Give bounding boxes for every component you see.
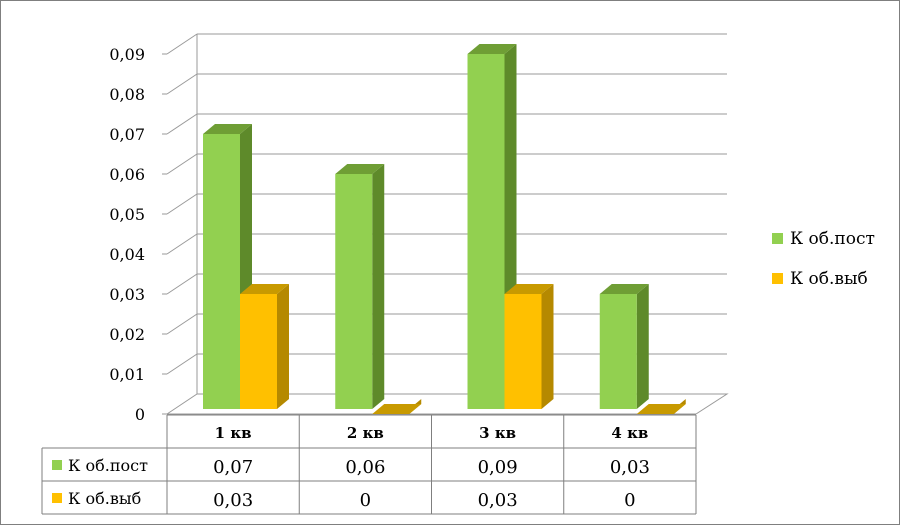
- x-tick-label: 2 кв: [347, 424, 384, 442]
- gridline-side: [166, 33, 198, 55]
- bar-top: [599, 284, 649, 294]
- gridline-side: [166, 113, 198, 135]
- data-label: 0,09: [478, 457, 518, 478]
- bar-top: [203, 124, 252, 134]
- data-table: 1 кв 2 кв 3 кв 4 кв К об.пост 0,07 0,06 0,09 0,0…: [41, 414, 697, 515]
- bar: [467, 54, 505, 409]
- gridline-side: [166, 313, 198, 335]
- bar-top: [372, 404, 422, 414]
- y-tick-label: 0,09: [109, 45, 145, 64]
- table-series-name: К об.пост: [68, 456, 148, 475]
- bar: [240, 294, 277, 409]
- gridline-side: [166, 273, 198, 295]
- y-tick-label: 0,01: [109, 365, 145, 384]
- gridline-side: [166, 153, 198, 175]
- bar: [504, 294, 542, 409]
- data-label: 0: [360, 490, 371, 511]
- bar-top: [240, 284, 289, 294]
- table-legend-key: [52, 460, 62, 470]
- bar: [599, 294, 637, 409]
- bar-side: [277, 284, 289, 409]
- legend-key: [772, 233, 783, 244]
- data-label: 0,03: [610, 457, 650, 478]
- table-legend-key: [52, 493, 62, 503]
- floor: [165, 393, 729, 415]
- bar: [203, 134, 240, 409]
- legend: К об.пост К об.выб: [772, 229, 875, 289]
- gridline-side: [166, 73, 198, 95]
- y-tick-label: 0,08: [109, 85, 145, 104]
- y-tick-label: 0,05: [109, 205, 145, 224]
- bar: [335, 174, 373, 409]
- legend-entry: К об.пост: [790, 229, 875, 249]
- x-tick-label: 4 кв: [611, 424, 648, 442]
- bar-side: [636, 284, 649, 409]
- y-tick-label: 0: [135, 405, 145, 424]
- gridline-side: [166, 353, 198, 375]
- bar-top: [467, 44, 517, 54]
- gridline-side: [166, 233, 198, 255]
- bar-top: [335, 164, 385, 174]
- legend-entry: К об.выб: [790, 269, 868, 289]
- data-label: 0,06: [345, 457, 385, 478]
- y-tick-label: 0,03: [109, 285, 145, 304]
- y-tick-label: 0,07: [109, 125, 145, 144]
- legend-key: [772, 273, 783, 284]
- x-tick-label: 1 кв: [215, 424, 252, 442]
- x-tick-label: 3 кв: [479, 424, 516, 442]
- data-label: 0,07: [213, 457, 253, 478]
- y-tick-label: 0,02: [109, 325, 145, 344]
- y-tick-label: 0,06: [109, 165, 145, 184]
- data-label: 0: [624, 490, 635, 511]
- bars: [203, 44, 686, 414]
- bar-side: [541, 284, 554, 409]
- bar-side: [372, 164, 385, 409]
- y-tick-label: 0,04: [109, 245, 145, 264]
- gridline-side: [166, 193, 198, 215]
- bar-top: [504, 284, 554, 294]
- bar-top: [636, 404, 686, 414]
- data-label: 0,03: [478, 490, 518, 511]
- data-label: 0,03: [213, 490, 253, 511]
- table-series-name: К об.выб: [68, 489, 141, 508]
- y-axis: 0 0,01 0,02 0,03 0,04 0,05 0,06 0,07 0,08 0,09: [109, 45, 167, 424]
